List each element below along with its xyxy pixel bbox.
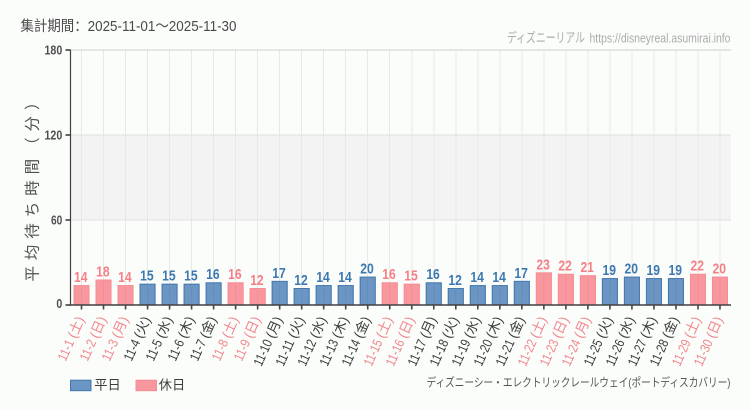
svg-text:15: 15 xyxy=(140,269,154,285)
svg-text:22: 22 xyxy=(691,259,705,275)
svg-text:12: 12 xyxy=(294,273,308,289)
svg-text:休日: 休日 xyxy=(159,378,186,393)
svg-text:17: 17 xyxy=(514,266,528,282)
svg-text:集計期間：2025-11-01～2025-11-30: 集計期間：2025-11-01～2025-11-30 xyxy=(21,18,237,35)
svg-text:14: 14 xyxy=(118,270,132,286)
svg-text:16: 16 xyxy=(426,267,440,283)
svg-text:19: 19 xyxy=(669,263,683,279)
svg-text:19: 19 xyxy=(602,263,616,279)
svg-text:14: 14 xyxy=(470,270,484,286)
svg-text:20: 20 xyxy=(624,262,638,278)
svg-text:14: 14 xyxy=(316,270,330,286)
svg-text:12: 12 xyxy=(250,273,264,289)
svg-text:14: 14 xyxy=(338,270,352,286)
svg-text:21: 21 xyxy=(580,260,594,276)
svg-text:15: 15 xyxy=(162,269,176,285)
svg-text:15: 15 xyxy=(184,269,198,285)
svg-text:https://disneyreal.asumirai.in: https://disneyreal.asumirai.info xyxy=(590,30,731,45)
svg-text:20: 20 xyxy=(360,262,374,278)
svg-text:22: 22 xyxy=(558,259,572,275)
svg-text:16: 16 xyxy=(382,267,396,283)
svg-text:15: 15 xyxy=(404,269,418,285)
svg-text:120: 120 xyxy=(45,128,63,143)
svg-text:14: 14 xyxy=(492,270,506,286)
svg-text:平均待ち時間（分）: 平均待ち時間（分） xyxy=(23,95,41,282)
svg-text:16: 16 xyxy=(206,267,220,283)
svg-text:23: 23 xyxy=(536,257,550,273)
svg-text:0: 0 xyxy=(56,296,62,311)
svg-text:180: 180 xyxy=(45,43,63,58)
svg-text:平日: 平日 xyxy=(94,378,121,393)
svg-text:12: 12 xyxy=(448,273,462,289)
svg-text:18: 18 xyxy=(96,264,110,280)
svg-text:ディズニーシー・エレクトリックレールウェイ(ポートディスカバ: ディズニーシー・エレクトリックレールウェイ(ポートディスカバリー) xyxy=(427,375,731,390)
svg-text:60: 60 xyxy=(51,213,62,228)
svg-text:ディズニーリアル: ディズニーリアル xyxy=(507,29,585,45)
svg-text:17: 17 xyxy=(272,266,286,282)
svg-text:16: 16 xyxy=(228,267,242,283)
svg-text:14: 14 xyxy=(74,270,88,286)
svg-text:20: 20 xyxy=(713,262,727,278)
svg-text:19: 19 xyxy=(646,263,660,279)
